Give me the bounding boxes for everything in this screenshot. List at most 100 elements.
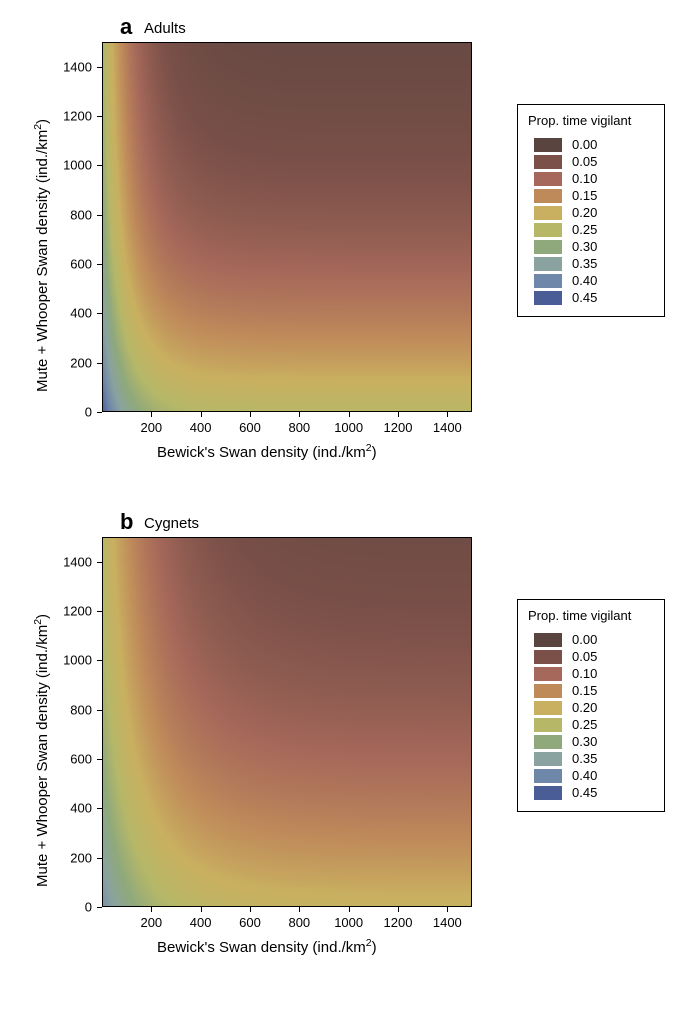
legend-swatch [534,155,562,169]
legend-label: 0.10 [572,666,597,681]
x-tick [151,907,152,912]
panel-subtitle: Cygnets [144,515,199,532]
x-tick-label: 600 [239,420,261,435]
legend: Prop. time vigilant0.000.050.100.150.200… [517,599,665,812]
legend-label: 0.25 [572,717,597,732]
y-tick-label: 1000 [52,653,92,668]
x-tick-label: 800 [288,420,310,435]
x-tick [299,907,300,912]
x-tick-label: 800 [288,915,310,930]
x-tick [349,412,350,417]
legend-label: 0.05 [572,649,597,664]
x-tick [349,907,350,912]
legend-label: 0.10 [572,171,597,186]
y-tick [97,264,102,265]
x-tick-label: 400 [190,915,212,930]
x-tick-label: 1000 [334,915,363,930]
x-tick [398,907,399,912]
legend-label: 0.25 [572,222,597,237]
heatmap-plot [102,537,472,907]
y-tick [97,611,102,612]
panel-letter: b [120,509,133,535]
y-tick [97,759,102,760]
legend-row: 0.25 [528,716,654,733]
legend-row: 0.45 [528,784,654,801]
legend-row: 0.30 [528,238,654,255]
legend-swatch [534,291,562,305]
x-tick [201,412,202,417]
legend-row: 0.00 [528,631,654,648]
x-axis-title: Bewick's Swan density (ind./km2) [157,442,377,461]
y-tick-label: 600 [52,752,92,767]
legend-row: 0.30 [528,733,654,750]
figure-container: aAdults200400600800100012001400020040060… [12,12,672,1002]
x-tick [250,412,251,417]
legend-row: 0.10 [528,665,654,682]
heatmap-canvas [103,538,471,906]
legend-label: 0.15 [572,188,597,203]
y-tick-label: 200 [52,355,92,370]
legend-row: 0.15 [528,187,654,204]
y-tick [97,710,102,711]
y-tick [97,907,102,908]
x-tick-label: 1200 [384,420,413,435]
legend-swatch [534,223,562,237]
y-tick-label: 1000 [52,158,92,173]
x-axis-title: Bewick's Swan density (ind./km2) [157,937,377,956]
legend-swatch [534,718,562,732]
heatmap-plot [102,42,472,412]
legend-row: 0.15 [528,682,654,699]
y-tick [97,313,102,314]
legend-swatch [534,172,562,186]
x-tick [151,412,152,417]
legend-row: 0.20 [528,699,654,716]
legend-row: 0.00 [528,136,654,153]
legend-swatch [534,701,562,715]
x-tick-label: 1400 [433,420,462,435]
legend-row: 0.05 [528,153,654,170]
y-tick-label: 1400 [52,554,92,569]
legend-label: 0.15 [572,683,597,698]
panel-subtitle: Adults [144,20,186,37]
y-tick [97,412,102,413]
y-tick-label: 200 [52,850,92,865]
legend-swatch [534,206,562,220]
x-tick-label: 1000 [334,420,363,435]
legend-row: 0.25 [528,221,654,238]
y-tick [97,808,102,809]
x-tick [201,907,202,912]
legend-row: 0.45 [528,289,654,306]
x-tick-label: 200 [140,420,162,435]
legend: Prop. time vigilant 0.000.050.10 0.15 0.20 0… [517,104,665,317]
legend-label: 0.45 [572,785,597,800]
y-tick [97,67,102,68]
y-tick [97,116,102,117]
x-tick [447,412,448,417]
x-tick [447,907,448,912]
y-tick [97,363,102,364]
legend-row: 0.40 [528,767,654,784]
legend-label: 0.35 [572,256,597,271]
legend-label: 0.30 [572,239,597,254]
y-tick [97,215,102,216]
legend-label: 0.45 [572,290,597,305]
y-tick-label: 0 [52,900,92,915]
legend-swatch [534,189,562,203]
legend-swatch [534,735,562,749]
legend-label: 0.00 [572,137,597,152]
legend-label: 0.20 [572,205,597,220]
legend-swatch [534,138,562,152]
y-axis-title: Mute + Whooper Swan density (ind./km2) [32,614,51,887]
legend-label: 0.00 [572,632,597,647]
x-tick-label: 400 [190,420,212,435]
legend-row: 0.35 [528,255,654,272]
legend-swatch [534,257,562,271]
y-tick-label: 800 [52,702,92,717]
legend-row: 0.10 [528,170,654,187]
legend-swatch [534,650,562,664]
legend-label: 0.30 [572,734,597,749]
y-tick-label: 1200 [52,604,92,619]
legend-title: Prop. time vigilant [528,113,654,128]
x-tick [398,412,399,417]
legend-label: 0.20 [572,700,597,715]
